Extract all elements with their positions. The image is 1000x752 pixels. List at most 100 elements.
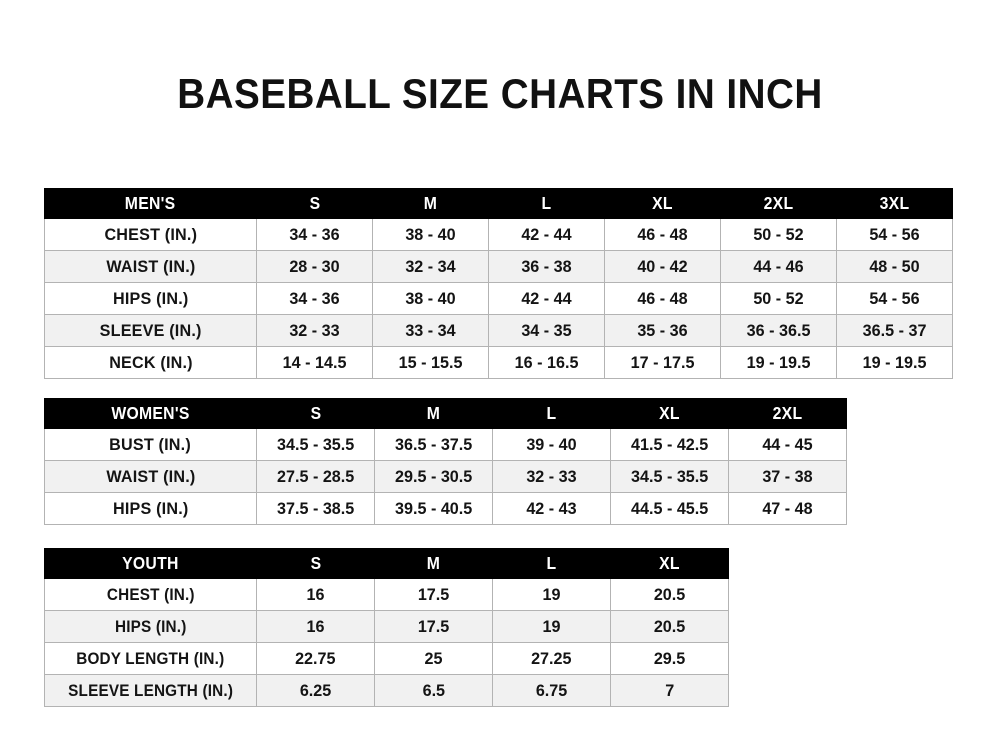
- measurement-value: 39.5 - 40.5: [394, 498, 473, 518]
- row-label: CHEST (IN.): [44, 218, 257, 251]
- measurement-cell: 46 - 48: [604, 282, 721, 315]
- measurement-cell: 44 - 46: [720, 250, 837, 283]
- table-row: CHEST (IN.) 34 - 36 38 - 40 42 - 44 46 - 48 5…: [44, 218, 953, 251]
- row-label-text: CHEST (IN.): [104, 224, 197, 244]
- size-header-text: L: [546, 553, 557, 573]
- size-column-header-m: M: [374, 398, 493, 429]
- measurement-value: 25: [424, 648, 443, 668]
- measurement-cell: 19: [492, 578, 611, 611]
- size-column-header-s: S: [256, 188, 373, 219]
- table-title-text: YOUTH: [122, 553, 179, 573]
- size-header-text: 2XL: [772, 403, 803, 423]
- page-title: BASEBALL SIZE CHARTS IN INCH: [177, 70, 823, 117]
- size-column-header-2xl: 2XL: [728, 398, 847, 429]
- measurement-cell: 41.5 - 42.5: [610, 428, 729, 461]
- table-row: WAIST (IN.) 28 - 30 32 - 34 36 - 38 40 - 42 4…: [44, 250, 953, 283]
- row-label-text: WAIST (IN.): [105, 256, 196, 276]
- measurement-cell: 20.5: [610, 578, 729, 611]
- measurement-value: 6.25: [299, 680, 332, 700]
- measurement-value: 37.5 - 38.5: [276, 498, 355, 518]
- measurement-cell: 54 - 56: [836, 282, 953, 315]
- size-column-header-3xl: 3XL: [836, 188, 953, 219]
- measurement-cell: 39 - 40: [492, 428, 611, 461]
- measurement-cell: 19: [492, 610, 611, 643]
- measurement-cell: 46 - 48: [604, 218, 721, 251]
- size-column-header-s: S: [256, 548, 375, 579]
- measurement-cell: 38 - 40: [372, 282, 489, 315]
- row-label: WAIST (IN.): [44, 250, 257, 283]
- measurement-cell: 48 - 50: [836, 250, 953, 283]
- measurement-cell: 37 - 38: [728, 460, 847, 493]
- row-label: CHEST (IN.): [44, 578, 257, 611]
- measurement-cell: 20.5: [610, 610, 729, 643]
- measurement-value: 34.5 - 35.5: [630, 466, 709, 486]
- measurement-cell: 15 - 15.5: [372, 346, 489, 379]
- measurement-value: 20.5: [653, 584, 686, 604]
- measurement-cell: 29.5: [610, 642, 729, 675]
- measurement-value: 14 - 14.5: [282, 352, 347, 372]
- table-header-row: YOUTH S M L XL: [44, 548, 729, 579]
- measurement-cell: 34.5 - 35.5: [610, 460, 729, 493]
- measurement-cell: 6.25: [256, 674, 375, 707]
- measurement-cell: 37.5 - 38.5: [256, 492, 375, 525]
- table-row: WAIST (IN.) 27.5 - 28.5 29.5 - 30.5 32 - 33…: [44, 460, 847, 493]
- measurement-value: 44.5 - 45.5: [630, 498, 709, 518]
- measurement-cell: 42 - 44: [488, 282, 605, 315]
- measurement-value: 44 - 46: [753, 256, 804, 276]
- size-header-text: XL: [659, 553, 680, 573]
- womens-table-title: WOMEN'S: [44, 398, 257, 429]
- measurement-value: 46 - 48: [637, 288, 688, 308]
- measurement-value: 27.5 - 28.5: [276, 466, 355, 486]
- measurement-value: 50 - 52: [753, 288, 804, 308]
- measurement-cell: 32 - 33: [256, 314, 373, 347]
- measurement-cell: 32 - 33: [492, 460, 611, 493]
- measurement-cell: 36 - 36.5: [720, 314, 837, 347]
- measurement-cell: 19 - 19.5: [720, 346, 837, 379]
- measurement-value: 39 - 40: [526, 434, 577, 454]
- measurement-value: 44 - 45: [762, 434, 813, 454]
- row-label-text: SLEEVE LENGTH (IN.): [68, 680, 233, 700]
- size-column-header-l: L: [492, 548, 611, 579]
- measurement-cell: 16: [256, 578, 375, 611]
- measurement-value: 6.5: [422, 680, 445, 700]
- measurement-value: 42 - 44: [521, 224, 572, 244]
- measurement-cell: 32 - 34: [372, 250, 489, 283]
- measurement-cell: 42 - 44: [488, 218, 605, 251]
- measurement-cell: 36.5 - 37: [836, 314, 953, 347]
- measurement-value: 19: [542, 584, 561, 604]
- size-header-text: M: [426, 553, 441, 573]
- measurement-value: 29.5: [653, 648, 686, 668]
- row-label: BUST (IN.): [44, 428, 257, 461]
- measurement-value: 42 - 44: [521, 288, 572, 308]
- measurement-cell: 17 - 17.5: [604, 346, 721, 379]
- size-header-text: 3XL: [879, 193, 910, 213]
- table-title-text: MEN'S: [125, 193, 176, 213]
- measurement-value: 54 - 56: [869, 288, 920, 308]
- measurement-value: 16 - 16.5: [514, 352, 579, 372]
- row-label-text: SLEEVE (IN.): [99, 320, 202, 340]
- measurement-value: 50 - 52: [753, 224, 804, 244]
- size-header-text: L: [541, 193, 552, 213]
- size-header-text: S: [310, 403, 321, 423]
- measurement-cell: 44 - 45: [728, 428, 847, 461]
- measurement-value: 35 - 36: [637, 320, 688, 340]
- measurement-cell: 29.5 - 30.5: [374, 460, 493, 493]
- size-header-text: M: [426, 403, 441, 423]
- row-label-text: BODY LENGTH (IN.): [76, 648, 225, 668]
- measurement-value: 32 - 33: [526, 466, 577, 486]
- table-row: CHEST (IN.) 16 17.5 19 20.5: [44, 578, 729, 611]
- table-header-row: WOMEN'S S M L XL 2XL: [44, 398, 847, 429]
- mens-table-title: MEN'S: [44, 188, 257, 219]
- measurement-cell: 19 - 19.5: [836, 346, 953, 379]
- measurement-cell: 50 - 52: [720, 218, 837, 251]
- measurement-value: 37 - 38: [762, 466, 813, 486]
- table-row: HIPS (IN.) 37.5 - 38.5 39.5 - 40.5 42 - 43 4…: [44, 492, 847, 525]
- measurement-value: 6.75: [535, 680, 568, 700]
- table-row: SLEEVE (IN.) 32 - 33 33 - 34 34 - 35 35 - 36…: [44, 314, 953, 347]
- measurement-value: 33 - 34: [405, 320, 456, 340]
- youth-table-title: YOUTH: [44, 548, 257, 579]
- size-header-text: S: [309, 193, 320, 213]
- measurement-cell: 25: [374, 642, 493, 675]
- measurement-value: 36 - 36.5: [746, 320, 811, 340]
